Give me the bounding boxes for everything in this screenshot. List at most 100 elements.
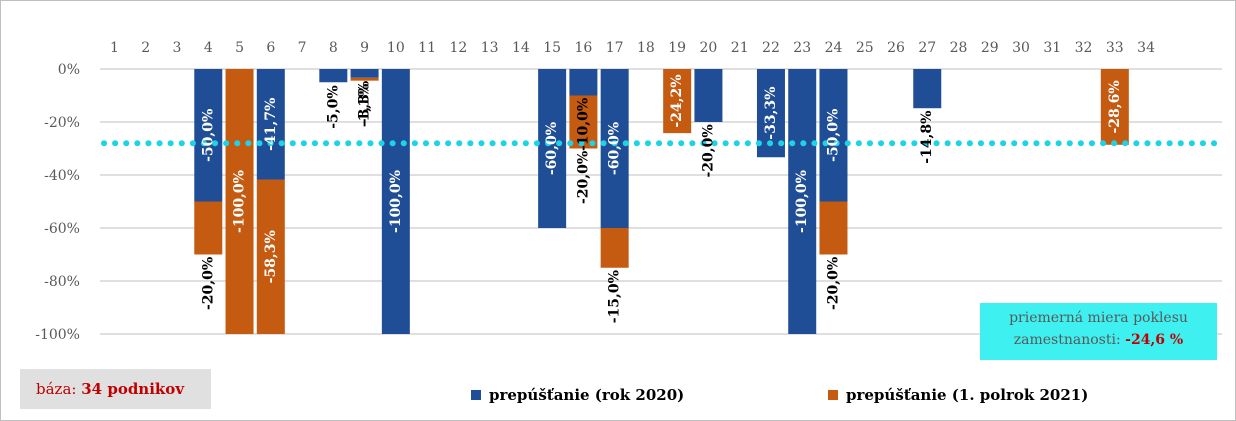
x-tick-label: 29: [981, 40, 999, 56]
data-label-2020: -50,0%: [200, 109, 216, 162]
x-tick-label: 2: [141, 40, 150, 56]
legend-label-2020: prepúšťanie (rok 2020): [489, 386, 685, 404]
x-tick-label: 22: [762, 40, 780, 56]
bar-2021: [1100, 69, 1129, 145]
x-tick-label: 14: [512, 40, 530, 56]
bar-2020: [381, 69, 410, 334]
x-tick-label: 5: [235, 40, 244, 56]
data-label-2020: -33,3%: [763, 87, 779, 140]
x-tick-label: 21: [731, 40, 749, 56]
bar-2021: [350, 77, 379, 81]
y-tick-label: -80%: [44, 274, 80, 290]
bar-2021: [600, 228, 629, 268]
x-tick-label: 11: [418, 40, 436, 56]
bar-2020: [913, 69, 942, 109]
bar-2020: [256, 69, 285, 180]
data-label-2020: -5,0%: [325, 85, 341, 128]
average-info-box: priemerná miera poklesu zamestnanosti: -…: [980, 303, 1217, 360]
data-label-2021: -58,3%: [263, 230, 279, 283]
x-tick-label: 8: [329, 40, 338, 56]
x-tick-label: 10: [387, 40, 405, 56]
data-label-2020: -14,8%: [919, 111, 935, 164]
bar-2021: [819, 201, 848, 255]
data-label-2020: -20,0%: [700, 124, 716, 177]
base-value: 34 podnikov: [81, 380, 185, 398]
x-tick-label: 3: [173, 40, 182, 56]
bar-2020: [600, 69, 629, 228]
bars: [194, 69, 1129, 334]
x-tick-label: 17: [606, 40, 624, 56]
x-tick-label: 19: [668, 40, 686, 56]
data-label-2021: -15,0%: [607, 270, 623, 323]
bar-2020: [350, 69, 379, 78]
bar-2020: [319, 69, 348, 83]
x-tick-label: 1: [110, 40, 119, 56]
average-text-line1: priemerná miera poklesu: [1009, 310, 1188, 326]
legend-item-2020: prepúšťanie (rok 2020): [471, 386, 684, 404]
x-axis-ticks: 1 2 3 4 5 6 7 8 9 10 11 12 13 14 15 16 17 18 19 20 21 22 23 24 2…: [110, 40, 1155, 56]
x-tick-label: 34: [1137, 40, 1155, 56]
data-label-2020: -41,7%: [263, 98, 279, 151]
x-tick-label: 33: [1106, 40, 1124, 56]
average-text-line2: zamestnanosti: -24,6 %: [980, 329, 1217, 351]
data-label-2020: -60,0%: [607, 122, 623, 175]
x-tick-label: 15: [543, 40, 561, 56]
bar-2021: [194, 201, 223, 255]
data-labels: -50,0% -20,0% -100,0% -41,7% -58,3% -5,0% -3,3…: [200, 74, 1123, 323]
x-tick-label: 24: [825, 40, 843, 56]
bar-2020: [538, 69, 567, 228]
bar-2021: [663, 69, 692, 134]
x-tick-label: 32: [1075, 40, 1093, 56]
y-axis-ticks: 0% -20% -40% -60% -80% -100%: [35, 62, 80, 343]
data-label-2020: -60,0%: [544, 122, 560, 175]
bar-2021: [569, 95, 598, 149]
bar-2020: [788, 69, 817, 334]
base-label: báza:: [36, 380, 77, 398]
bar-2020: [694, 69, 723, 122]
data-label-2020: -100,0%: [794, 170, 810, 233]
x-tick-label: 13: [481, 40, 499, 56]
x-tick-label: 12: [449, 40, 467, 56]
data-label-2021: -28,6%: [1107, 80, 1123, 133]
average-label: zamestnanosti:: [1013, 332, 1121, 348]
data-label-2020: -50,0%: [825, 109, 841, 162]
data-label-2021: -20,0%: [575, 151, 591, 204]
legend-item-2021: prepúšťanie (1. polrok 2021): [828, 386, 1088, 404]
data-label-2021: -20,0%: [825, 257, 841, 310]
x-tick-label: 23: [793, 40, 811, 56]
x-tick-label: 4: [204, 40, 213, 56]
x-tick-label: 18: [637, 40, 655, 56]
gridlines: [100, 68, 1222, 335]
bar-2020: [819, 69, 848, 202]
bar-2021: [225, 69, 254, 334]
x-tick-label: 28: [950, 40, 968, 56]
x-tick-label: 9: [360, 40, 369, 56]
data-label-2021: -100,0%: [232, 170, 248, 233]
data-label-2020: -10,0%: [575, 98, 591, 151]
data-label-2021: -24,2%: [669, 74, 685, 127]
x-tick-label: 31: [1043, 40, 1061, 56]
bar-2020: [569, 69, 598, 96]
data-label-2020: -100,0%: [388, 170, 404, 233]
data-label-2020: -3,3%: [357, 81, 373, 124]
legend-label-2021: prepúšťanie (1. polrok 2021): [846, 386, 1089, 404]
average-value: -24,6 %: [1125, 332, 1184, 348]
x-tick-label: 26: [887, 40, 905, 56]
y-tick-label: 0%: [58, 62, 80, 78]
y-tick-label: -40%: [44, 168, 80, 184]
base-info-box: báza: 34 podnikov: [20, 369, 211, 409]
bar-2020: [194, 69, 223, 202]
y-tick-label: -100%: [35, 327, 80, 343]
y-tick-label: -60%: [44, 221, 80, 237]
x-tick-label: 27: [918, 40, 936, 56]
x-tick-label: 7: [298, 40, 307, 56]
bar-2021: [256, 179, 285, 334]
x-tick-label: 30: [1012, 40, 1030, 56]
data-label-2021: -1,1%: [357, 84, 373, 127]
legend-swatch-2021: [828, 390, 838, 400]
legend-swatch-2020: [471, 390, 481, 400]
data-label-2021: -20,0%: [200, 257, 216, 310]
x-tick-label: 6: [266, 40, 275, 56]
x-tick-label: 16: [574, 40, 592, 56]
